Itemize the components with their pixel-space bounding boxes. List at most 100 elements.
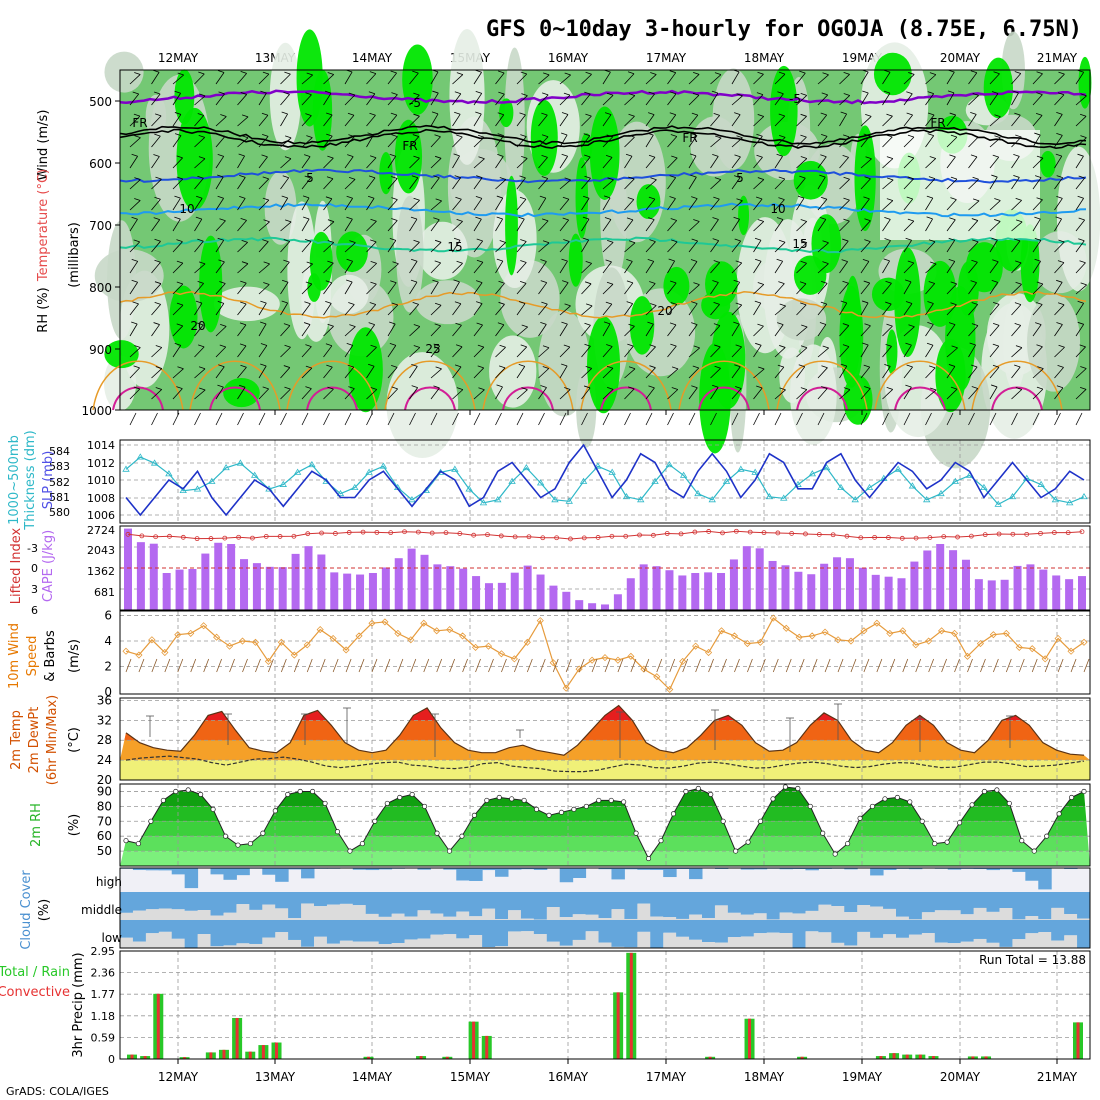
thickness-point — [894, 465, 902, 472]
wind-barb — [151, 115, 162, 127]
cape-bar — [639, 564, 648, 610]
wind-barb-flag — [800, 260, 807, 264]
wind-barb — [473, 136, 485, 148]
li-point — [623, 533, 629, 539]
surface-barb — [129, 412, 137, 426]
thickness-point — [222, 463, 230, 471]
rh-point — [260, 830, 266, 836]
cape-bar — [704, 572, 713, 610]
cloud-cover-bar — [1025, 892, 1039, 917]
precip-tick: 0 — [108, 1053, 115, 1066]
wind-barb-flag — [648, 385, 655, 389]
wind-barb-flag — [176, 386, 183, 389]
cloud-cover-bar — [1025, 920, 1039, 934]
li-point — [609, 533, 615, 539]
temp-contour-20 — [119, 290, 1087, 319]
wind-barb — [688, 198, 698, 211]
wind-barb-flag — [456, 260, 463, 264]
wind-barb — [925, 218, 933, 232]
wind-barb — [237, 116, 249, 127]
wind-barb — [526, 658, 533, 673]
wind-barb — [473, 72, 482, 85]
wind-speed-point — [484, 642, 493, 650]
wind-barb — [258, 178, 270, 190]
wind-barb — [860, 344, 869, 358]
temp-contour-25 — [482, 360, 574, 411]
wind-barb — [925, 158, 937, 169]
precip-frame — [119, 950, 1091, 1060]
wind-barb-flag — [842, 344, 850, 348]
wind-barb-flag — [1035, 322, 1042, 326]
wind-barb — [538, 387, 547, 400]
wind-barb — [216, 658, 222, 673]
wind-barb-flag — [1015, 197, 1022, 201]
cloud-clear-bar — [249, 909, 263, 920]
wind-barb — [925, 367, 936, 379]
wind-barb — [516, 346, 528, 358]
wind-barb — [1057, 658, 1064, 673]
wind-barb — [409, 304, 419, 316]
precip-tick: 0.59 — [91, 1031, 116, 1044]
cloud-cover-bar — [301, 892, 315, 904]
cloud-cover-bar — [908, 920, 923, 935]
wind-barb — [129, 282, 138, 295]
temp-contour-30 — [600, 386, 652, 411]
wind-barb — [1054, 324, 1063, 337]
cloud-clear-bar — [223, 945, 237, 948]
cloud-clear-bar — [1051, 940, 1065, 948]
wind-barb-flag — [456, 218, 463, 222]
wind-barb-flag — [391, 134, 398, 138]
wind-barb-flag — [499, 240, 506, 243]
cape-bar — [613, 594, 622, 610]
wind-barb — [839, 283, 849, 295]
wind-barb — [968, 179, 979, 190]
cloud-cover-bar — [702, 892, 716, 919]
wind-barb-flag — [928, 239, 936, 243]
temp-contour-30 — [796, 386, 848, 411]
wind-barb — [839, 389, 851, 400]
wind-barb — [989, 261, 999, 274]
cloud-clear-bar — [301, 903, 315, 920]
precip-convective-bar — [183, 1057, 187, 1059]
wind-barb-flag — [305, 113, 312, 117]
wind-barb-flag — [154, 196, 161, 200]
cape-bar — [575, 600, 584, 610]
wind-barb — [258, 221, 270, 232]
wind-barb-flag — [692, 365, 699, 369]
wind-barb — [1054, 73, 1065, 85]
thickness-point — [722, 477, 731, 484]
cloud-clear-bar — [456, 938, 470, 948]
wind-barb-flag — [843, 134, 850, 138]
thickness-tick: 581 — [49, 491, 70, 504]
cloud-cover-bar — [818, 892, 832, 905]
wind-barb-flag — [302, 216, 310, 220]
cloud-cover-bar — [508, 920, 522, 932]
wind-barb — [839, 179, 850, 190]
wind-barb-flag — [262, 386, 269, 390]
wind-barb-flag — [734, 238, 741, 242]
wind-barb — [643, 658, 650, 673]
rh-point — [1044, 833, 1050, 839]
wind-barb — [710, 282, 719, 295]
wind-speed-point — [860, 627, 868, 635]
wind-barb-flag — [647, 132, 654, 136]
wind-barb — [538, 114, 548, 127]
wind-barb — [753, 94, 764, 106]
rh-band — [120, 836, 1090, 852]
wind-barb — [409, 218, 418, 232]
cape-bar — [265, 566, 274, 610]
wind-barb — [774, 347, 786, 358]
wind-barb-flag — [174, 216, 181, 220]
wind-barb — [721, 658, 727, 673]
wind-barb-flag — [757, 177, 764, 180]
cape-bar — [252, 563, 261, 610]
rh-dry-region — [880, 130, 1040, 240]
wind-barb — [903, 93, 913, 106]
cloud-clear-bar — [508, 931, 522, 948]
wind-barb — [731, 346, 742, 358]
li-point — [250, 535, 255, 541]
wind-barb-flag — [712, 153, 719, 157]
wind-barb — [366, 177, 376, 190]
wind-barb-flag — [628, 134, 635, 138]
wind-barb-flag — [928, 281, 935, 284]
